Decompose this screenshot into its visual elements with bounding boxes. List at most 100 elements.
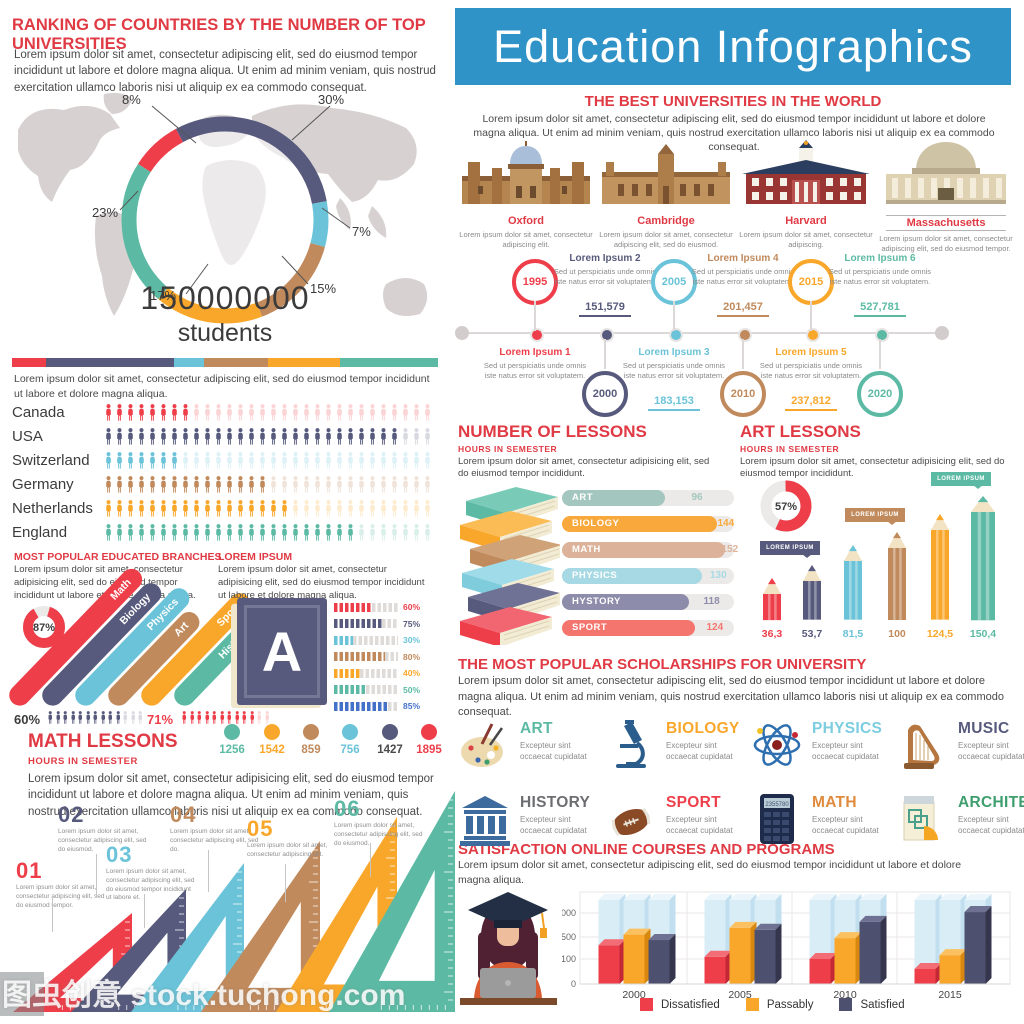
person-icon <box>425 427 430 445</box>
timeline-year-circle-2020: 2020 <box>857 371 903 417</box>
bar-dissatisfied-top <box>598 939 626 946</box>
person-icon <box>197 711 202 724</box>
person-icon <box>337 451 342 469</box>
step-text: Lorem ipsum dolor sit amet, consectetur … <box>16 884 105 909</box>
lesson-bar-value: 96 <box>691 492 703 503</box>
dot-stat: 756 <box>333 724 367 756</box>
dot-stat: 1895 <box>412 724 446 756</box>
person-icon <box>106 427 111 445</box>
scholarship-label: SPORT <box>666 794 721 811</box>
person-icon <box>55 711 60 724</box>
university-building-icon <box>598 140 734 211</box>
lesson-bar-art: ART 96 <box>562 490 734 506</box>
harp-icon <box>904 724 940 769</box>
books-stack-icon <box>460 487 560 645</box>
person-icon <box>139 451 144 469</box>
pictograph-icons <box>104 451 432 469</box>
triangle-ruler-06 <box>329 791 455 1012</box>
person-icon <box>326 475 331 493</box>
triangle-hole <box>175 916 226 991</box>
pencil-stripe <box>768 593 771 620</box>
backdrop-bar-top <box>939 894 967 900</box>
timeline-label: Lorem Ipsum 1 <box>499 347 571 358</box>
legend-swatch <box>640 998 653 1011</box>
person-icon <box>183 451 188 469</box>
person-icon <box>315 451 320 469</box>
branch-stat-icons <box>181 711 270 724</box>
timeline-connector <box>673 301 675 331</box>
timeline-dot-2010 <box>738 328 752 342</box>
person-icon <box>128 451 133 469</box>
palette-icon <box>458 716 512 779</box>
scholarship-caption: Excepteur sint occaecat cupidatat <box>958 741 1024 761</box>
person-icon <box>150 499 155 517</box>
ranking-title: RANKING OF COUNTRIES BY THE NUMBER OF TO… <box>12 16 426 53</box>
bar-satisfied-side <box>775 923 782 984</box>
step-leader-line <box>208 850 209 892</box>
bar-passably-front <box>834 938 856 984</box>
person-icon <box>139 523 144 541</box>
donut-arc <box>760 480 812 532</box>
book-page-line <box>503 625 550 641</box>
lesson-bar-math: MATH 152 <box>562 542 738 558</box>
lessons-text: Lorem ipsum dolor sit amet, consectetur … <box>458 456 710 480</box>
pictograph-row: Switzerland <box>12 448 448 472</box>
university-caption: Lorem ipsum dolor sit amet, consectetur … <box>879 234 1013 253</box>
pencil-stripe <box>808 581 811 620</box>
lesson-bar-value: 152 <box>721 544 739 555</box>
bar-dissatisfied-top <box>704 950 732 957</box>
person-icon <box>414 403 419 421</box>
person-icon <box>249 499 254 517</box>
person-icon <box>205 403 210 421</box>
person-icon <box>403 475 408 493</box>
person-icon <box>216 451 221 469</box>
person-icon <box>370 499 375 517</box>
university-building-icon <box>458 140 594 211</box>
pencil-value: 100 <box>888 628 906 640</box>
person-icon <box>370 403 375 421</box>
person-icon <box>128 499 133 517</box>
bar-passably-top <box>834 932 862 939</box>
banner: Education Infographics <box>455 8 1011 85</box>
watermark-logo <box>0 972 44 1016</box>
students-count: 150000000 <box>140 280 310 316</box>
book-page-line <box>511 596 558 612</box>
map-continent <box>252 104 417 202</box>
striped-bar <box>334 619 398 628</box>
pictograph-row: Canada <box>12 400 448 424</box>
laptop-logo <box>505 980 511 986</box>
university-item-oxford: Oxford Lorem ipsum dolor sit amet, consec… <box>458 140 594 250</box>
timeline-label: Lorem Ipsum 5 <box>775 347 847 358</box>
step-number: 06 <box>334 796 361 821</box>
book-top <box>462 559 554 585</box>
branch-stat-pct: 71% <box>147 712 174 727</box>
lessons-subtitle: HOURS IN SEMESTER <box>458 444 558 454</box>
step-leader-line <box>144 894 145 928</box>
person-icon <box>414 499 419 517</box>
person-icon <box>425 499 430 517</box>
timeline-value-text: 151,579 <box>579 301 631 317</box>
pictograph-country: Germany <box>12 475 74 493</box>
dot-circle <box>224 724 240 740</box>
math-lessons-title: MATH LESSONS <box>28 731 178 752</box>
striped-bar-fill <box>334 652 386 661</box>
ranking-intro: Lorem ipsum dolor sit amet, consectetur … <box>14 49 436 94</box>
stripe-segment <box>203 358 268 367</box>
person-icon <box>227 451 232 469</box>
person-icon <box>381 499 386 517</box>
lesson-bar-fill <box>562 516 717 532</box>
scholarship-caption: Excepteur sint occaecat cupidatat <box>666 741 733 761</box>
donut-label-Switzerland: 7% <box>352 224 371 239</box>
striped-bar-pct: 75% <box>403 618 421 629</box>
tassel-cord <box>541 912 545 929</box>
satisfaction-chart: 010050010002000200520102015 <box>562 891 1011 1001</box>
bar-passably-top <box>939 949 967 956</box>
dot-stat: 1427 <box>373 724 407 756</box>
backdrop-bar-top <box>754 894 782 900</box>
pencil-icon <box>971 495 995 620</box>
university-caption: Lorem ipsum dolor sit amet, consectetur … <box>739 230 873 249</box>
legend-item-satisfied: Satisfied <box>839 998 905 1011</box>
pencil-body <box>763 593 781 620</box>
svg-text:2355780: 2355780 <box>765 802 789 808</box>
person-icon <box>370 451 375 469</box>
